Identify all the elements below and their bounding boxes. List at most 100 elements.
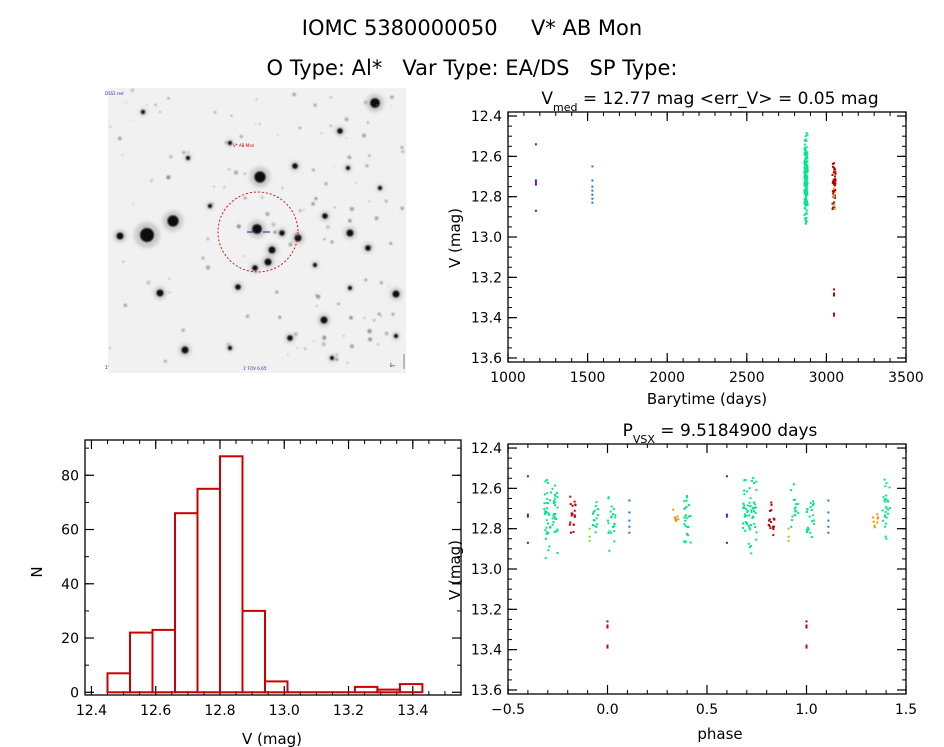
lightcurve-point (806, 165, 809, 168)
phased-point (795, 510, 798, 513)
phased-point (747, 542, 750, 545)
phased-point (743, 493, 746, 496)
finder-faint-star (206, 237, 210, 241)
finder-faint-star (335, 353, 339, 357)
finder-faint-star (117, 136, 122, 141)
lightcurve-point (805, 220, 808, 223)
lightcurve-point (804, 138, 807, 141)
phased-point (545, 531, 548, 534)
histogram-xlabel: V (mag) (242, 730, 302, 747)
x-tick-label: 12.6 (140, 703, 171, 719)
phased-point (593, 509, 596, 512)
lightcurve-point (833, 207, 836, 210)
finder-faint-star (296, 347, 298, 349)
phased-point (549, 526, 551, 528)
finder-faint-star (349, 315, 353, 320)
phased-point (751, 516, 754, 519)
phased-point (882, 519, 885, 522)
lightcurve-points (534, 132, 837, 317)
finder-faint-star (384, 331, 389, 336)
phased-point (684, 540, 687, 543)
finder-faint-star (374, 216, 379, 221)
phased-point (747, 524, 750, 527)
phased-point (812, 500, 815, 503)
phased-point (750, 479, 753, 482)
finder-faint-star (315, 305, 318, 308)
phased-point (787, 535, 790, 538)
phased-point (628, 525, 631, 528)
finder-star (287, 335, 293, 341)
phased-point (873, 526, 876, 529)
lightcurve-point (591, 193, 594, 196)
phased-point (884, 485, 887, 488)
phased-point (570, 531, 572, 534)
lightcurve-point (805, 156, 808, 159)
finder-star (227, 345, 233, 351)
lightcurve-point (804, 150, 807, 153)
finder-faint-star (271, 222, 276, 227)
phased-point (546, 522, 549, 525)
phased-point (808, 515, 811, 518)
finder-faint-star (314, 293, 319, 297)
lightcurve-point (803, 180, 806, 183)
finder-faint-star (123, 303, 128, 308)
finder-faint-star (369, 245, 372, 248)
phased-point (613, 507, 615, 510)
y-tick-label: 12.6 (471, 481, 502, 497)
phased-point (884, 514, 886, 517)
finder-star (140, 109, 146, 115)
lightcurve-point (805, 162, 808, 165)
finder-faint-star (311, 168, 316, 172)
phased-point (545, 537, 547, 540)
finder-faint-star (169, 154, 173, 159)
finder-star (252, 265, 258, 271)
lightcurve-point (534, 179, 537, 182)
lightcurve-point (806, 177, 809, 180)
phased-point (883, 499, 886, 502)
lightcurve-point (806, 152, 809, 155)
y-tick-label: 12.4 (471, 441, 502, 457)
phased-point (544, 513, 547, 515)
lightcurve-point (803, 202, 806, 205)
lightcurve-point (806, 151, 809, 154)
phased-point (607, 522, 610, 525)
finder-faint-star (233, 170, 239, 175)
finder-faint-star (121, 153, 124, 156)
finder-faint-star (125, 101, 127, 104)
phased-point (793, 514, 796, 516)
finder-faint-star (224, 140, 228, 145)
finder-faint-star (342, 334, 345, 337)
lightcurve-point (833, 314, 835, 317)
phased-point (725, 541, 728, 544)
phased-point (725, 513, 728, 516)
phased-point (571, 504, 574, 507)
phased-point (883, 478, 886, 481)
lightcurve-point (534, 143, 537, 146)
finder-faint-star (150, 179, 153, 182)
finder-star (167, 215, 179, 227)
finder-faint-star (228, 168, 231, 171)
phased-point (792, 483, 795, 486)
finder-faint-star (130, 88, 134, 92)
phased-point (876, 521, 879, 524)
phased-point (770, 509, 773, 512)
phased-point (551, 523, 554, 526)
phased-point (744, 529, 747, 532)
phased-point (748, 514, 751, 517)
phased-point (555, 518, 558, 520)
lightcurve-point (804, 164, 807, 167)
x-tick-label: 3500 (888, 370, 924, 386)
lightcurve-point (832, 165, 834, 168)
finder-star (116, 232, 124, 240)
lightcurve-point (833, 190, 836, 193)
phased-point (526, 513, 529, 516)
phased-point (546, 492, 549, 495)
phased-point (545, 526, 548, 529)
phased-point (554, 530, 557, 533)
phased-point (872, 516, 875, 519)
phased-point (806, 508, 809, 510)
phased-point (606, 646, 609, 649)
finder-faint-star (391, 312, 395, 316)
finder-star (156, 289, 164, 297)
phased-point (683, 516, 686, 519)
